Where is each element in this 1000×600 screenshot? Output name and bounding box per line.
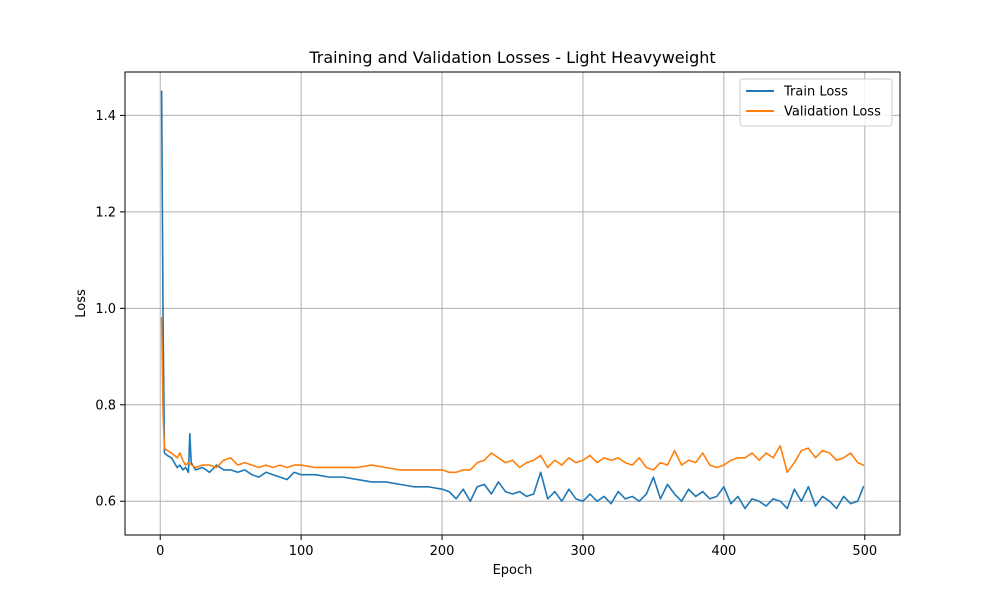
axes-frame (124, 71, 901, 536)
y-tick-label: 1.0 (95, 302, 116, 317)
x-ticks: 0 100 200 300 400 500 (156, 535, 877, 559)
series-group (160, 90, 865, 510)
y-axis-label: Loss (74, 289, 89, 318)
x-tick-label: 100 (289, 544, 314, 559)
x-tick-label: 500 (852, 544, 877, 559)
train-loss-line (160, 90, 865, 510)
y-tick-label: 1.4 (95, 109, 116, 124)
legend-label-validation: Validation Loss (784, 105, 881, 120)
y-tick-label: 0.8 (95, 398, 116, 413)
legend: Train Loss Validation Loss (739, 78, 893, 127)
legend-label-train: Train Loss (783, 85, 848, 100)
chart-title: Training and Validation Losses - Light H… (308, 48, 715, 67)
x-tick-label: 300 (571, 544, 596, 559)
y-ticks: 0.6 0.8 1.0 1.2 1.4 (95, 109, 125, 510)
y-tick-label: 0.6 (95, 495, 116, 510)
x-tick-label: 200 (430, 544, 455, 559)
x-axis-label: Epoch (493, 563, 533, 578)
legend-box (739, 78, 893, 127)
x-tick-label: 400 (711, 544, 736, 559)
y-tick-label: 1.2 (95, 205, 116, 220)
x-tick-label: 0 (156, 544, 164, 559)
validation-loss-line (160, 317, 865, 474)
